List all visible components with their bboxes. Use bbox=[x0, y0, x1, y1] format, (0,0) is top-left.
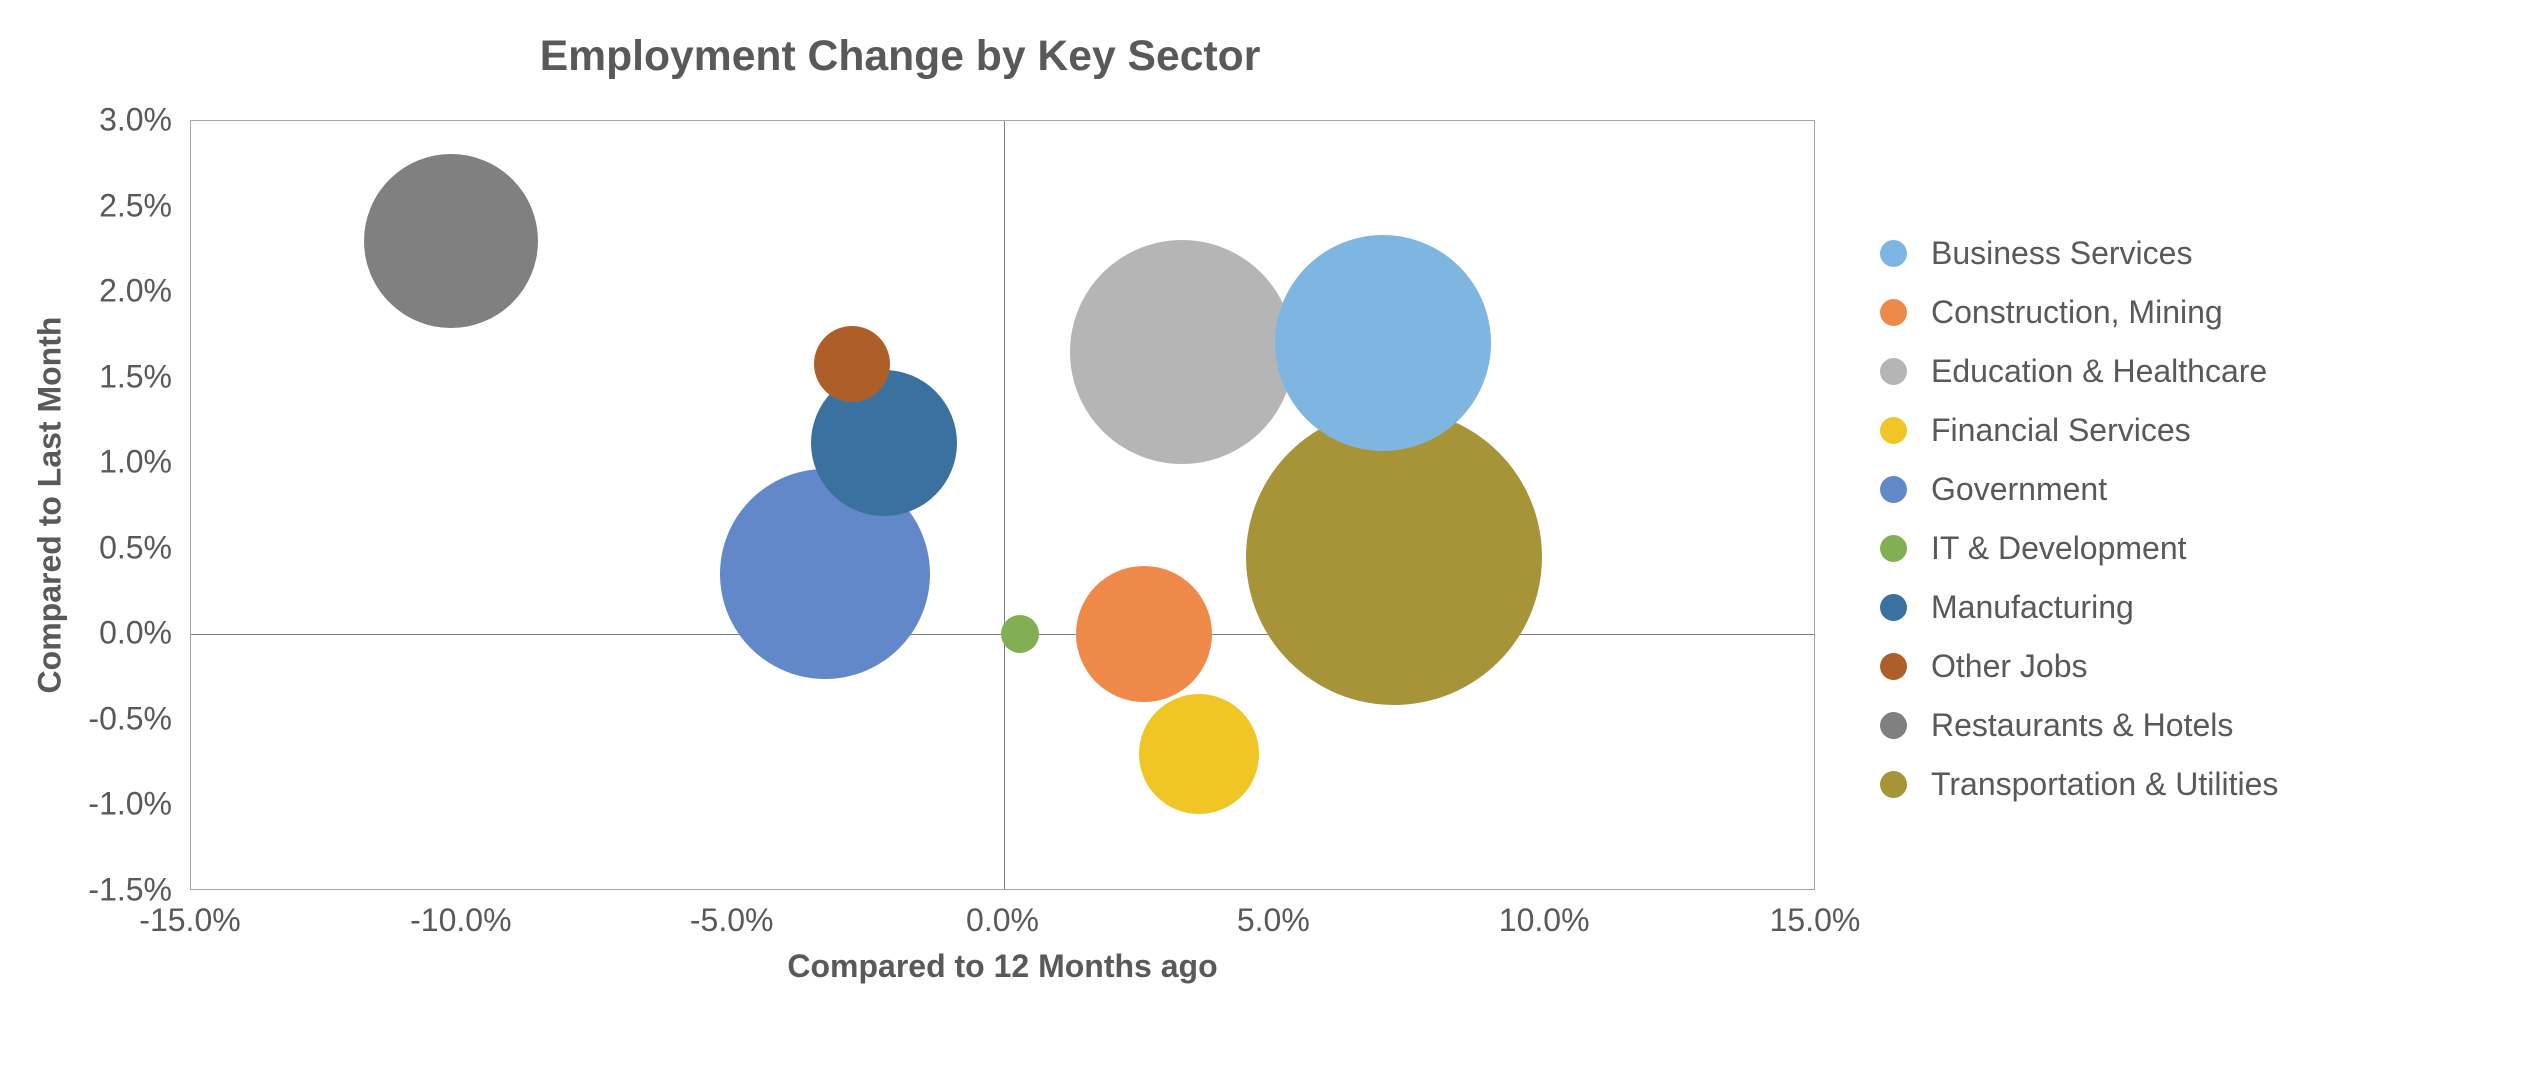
legend-item: Financial Services bbox=[1880, 412, 2278, 449]
legend-item: Government bbox=[1880, 471, 2278, 508]
x-tick-label: 15.0% bbox=[1770, 902, 1861, 939]
bubble-chart: Employment Change by Key Sector Compared… bbox=[0, 0, 2525, 1084]
legend-label: Transportation & Utilities bbox=[1931, 766, 2278, 803]
y-axis-label: Compared to Last Month bbox=[32, 317, 69, 694]
y-tick-label: 0.0% bbox=[99, 615, 172, 652]
bubble bbox=[1139, 694, 1259, 814]
bubble bbox=[1070, 240, 1294, 464]
legend-label: Government bbox=[1931, 471, 2107, 508]
legend-label: Manufacturing bbox=[1931, 589, 2134, 626]
bubble bbox=[1275, 235, 1491, 451]
chart-title: Employment Change by Key Sector bbox=[540, 32, 1261, 81]
legend-swatch-icon bbox=[1880, 653, 1907, 680]
bubble bbox=[814, 326, 890, 402]
legend-item: Construction, Mining bbox=[1880, 294, 2278, 331]
y-tick-label: 1.5% bbox=[99, 358, 172, 395]
bubble bbox=[364, 154, 538, 328]
y-tick-label: 1.0% bbox=[99, 444, 172, 481]
legend-label: Financial Services bbox=[1931, 412, 2191, 449]
zero-line-vertical bbox=[1004, 121, 1005, 889]
legend-swatch-icon bbox=[1880, 535, 1907, 562]
legend-item: IT & Development bbox=[1880, 530, 2278, 567]
y-tick-label: 2.0% bbox=[99, 273, 172, 310]
legend-item: Business Services bbox=[1880, 235, 2278, 272]
legend-swatch-icon bbox=[1880, 476, 1907, 503]
legend-swatch-icon bbox=[1880, 358, 1907, 385]
x-tick-label: 5.0% bbox=[1237, 902, 1310, 939]
legend-swatch-icon bbox=[1880, 594, 1907, 621]
legend-item: Education & Healthcare bbox=[1880, 353, 2278, 390]
bubble bbox=[1001, 615, 1039, 653]
bubble bbox=[1246, 409, 1542, 705]
plot-area bbox=[190, 120, 1815, 890]
legend-swatch-icon bbox=[1880, 712, 1907, 739]
legend-item: Transportation & Utilities bbox=[1880, 766, 2278, 803]
legend-item: Other Jobs bbox=[1880, 648, 2278, 685]
legend-label: Business Services bbox=[1931, 235, 2192, 272]
x-tick-label: -10.0% bbox=[410, 902, 511, 939]
y-tick-label: 3.0% bbox=[99, 102, 172, 139]
legend: Business Services Construction, Mining Edu… bbox=[1880, 235, 2278, 803]
legend-label: Other Jobs bbox=[1931, 648, 2088, 685]
legend-label: Education & Healthcare bbox=[1931, 353, 2267, 390]
x-tick-label: 10.0% bbox=[1499, 902, 1590, 939]
legend-label: Restaurants & Hotels bbox=[1931, 707, 2233, 744]
y-tick-label: 2.5% bbox=[99, 187, 172, 224]
bubble bbox=[1076, 566, 1212, 702]
legend-swatch-icon bbox=[1880, 299, 1907, 326]
y-tick-label: -0.5% bbox=[88, 700, 172, 737]
legend-swatch-icon bbox=[1880, 417, 1907, 444]
legend-swatch-icon bbox=[1880, 771, 1907, 798]
x-tick-label: -5.0% bbox=[690, 902, 774, 939]
y-tick-label: -1.5% bbox=[88, 872, 172, 909]
legend-label: Construction, Mining bbox=[1931, 294, 2223, 331]
x-axis-label: Compared to 12 Months ago bbox=[787, 948, 1217, 985]
x-tick-label: 0.0% bbox=[966, 902, 1039, 939]
y-tick-label: -1.0% bbox=[88, 786, 172, 823]
legend-swatch-icon bbox=[1880, 240, 1907, 267]
legend-item: Restaurants & Hotels bbox=[1880, 707, 2278, 744]
y-tick-label: 0.5% bbox=[99, 529, 172, 566]
legend-label: IT & Development bbox=[1931, 530, 2187, 567]
legend-item: Manufacturing bbox=[1880, 589, 2278, 626]
